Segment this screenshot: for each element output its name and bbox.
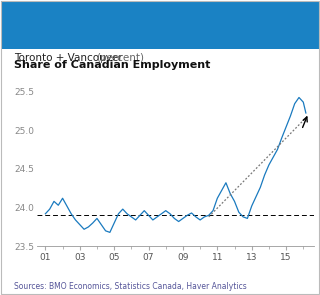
Text: Big City Draw: Big City Draw: [14, 18, 116, 31]
Text: Toronto + Vancouver: Toronto + Vancouver: [14, 53, 123, 63]
Text: Sources: BMO Economics, Statistics Canada, Haver Analytics: Sources: BMO Economics, Statistics Canad…: [14, 281, 247, 291]
Text: Chart 3: Chart 3: [14, 10, 51, 20]
Text: (percent): (percent): [96, 53, 144, 63]
Text: Share of Canadian Employment: Share of Canadian Employment: [14, 60, 211, 71]
